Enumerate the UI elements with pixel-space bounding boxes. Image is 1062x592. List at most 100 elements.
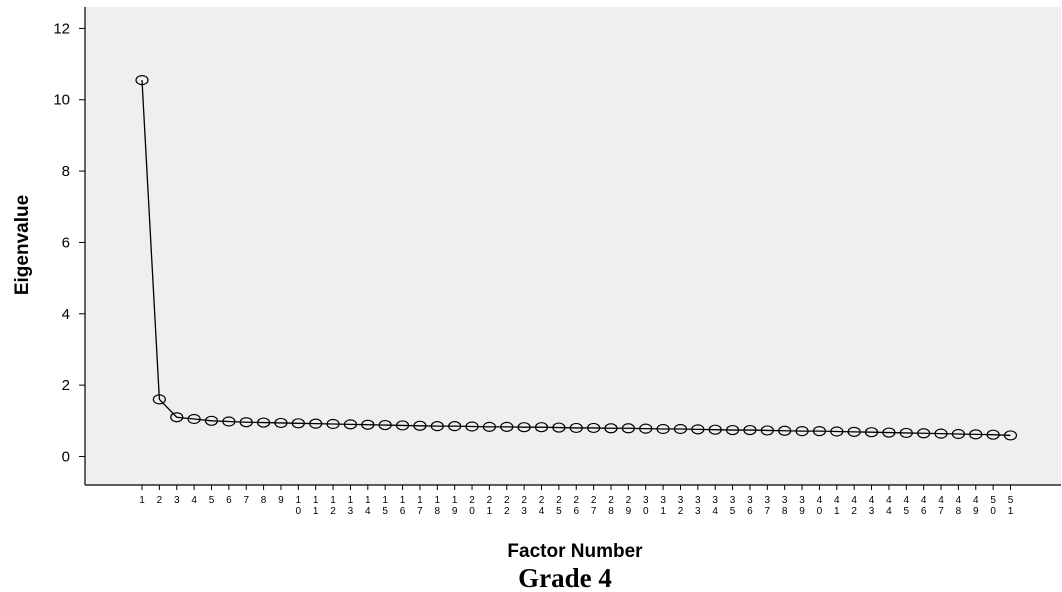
data-point <box>135 75 149 86</box>
data-point <box>691 424 705 435</box>
y-tick-label: 8 <box>62 163 70 180</box>
data-point <box>604 423 618 434</box>
data-point <box>500 421 514 432</box>
data-point <box>413 420 427 431</box>
data-point <box>743 424 757 436</box>
data-point <box>795 426 809 437</box>
data-point <box>934 428 948 439</box>
data-point <box>673 423 688 435</box>
data-point <box>1003 430 1018 441</box>
data-point <box>812 426 827 437</box>
plot-area <box>85 7 1061 485</box>
y-tick-label: 12 <box>53 20 70 37</box>
data-point <box>170 412 184 423</box>
data-point <box>899 427 913 439</box>
chart-caption: Grade 4 <box>518 563 612 592</box>
y-tick-label: 2 <box>62 377 70 394</box>
data-point <box>309 418 323 429</box>
data-point <box>378 419 392 431</box>
data-point <box>587 422 601 434</box>
data-point <box>430 421 444 432</box>
data-point <box>864 427 879 438</box>
data-point <box>517 422 531 433</box>
y-axis-ticks: 0 2 4 6 8 10 12 <box>53 20 85 465</box>
data-point <box>482 421 496 432</box>
data-point <box>552 422 566 433</box>
data-point <box>361 419 375 430</box>
data-point <box>187 413 201 425</box>
y-tick-label: 4 <box>62 306 70 323</box>
data-point <box>326 418 340 430</box>
data-point <box>448 421 462 432</box>
data-point <box>830 426 844 437</box>
x-axis-title: Factor Number <box>507 541 643 562</box>
data-point <box>569 422 583 434</box>
data-point <box>725 424 740 436</box>
data-point <box>291 418 305 429</box>
data-point <box>395 420 410 431</box>
data-point <box>534 422 549 433</box>
y-axis-title: Eigenvalue <box>12 195 33 295</box>
x-axis-ticks: 1 2 3 4 5 6 7 8 9 1 01 11 21 31 41 51 61 71 81 92 02 12 22 32 42… <box>139 485 1014 517</box>
data-point <box>256 417 271 428</box>
data-point <box>239 417 253 428</box>
data-point <box>708 424 722 435</box>
y-tick-label: 10 <box>53 92 70 109</box>
y-tick-label: 6 <box>62 234 70 251</box>
data-point <box>951 428 965 440</box>
data-point <box>969 429 983 440</box>
data-point <box>760 425 774 436</box>
data-point <box>274 417 288 429</box>
data-point <box>882 427 896 438</box>
data-point <box>639 423 653 434</box>
data-point <box>847 426 861 437</box>
data-point <box>204 415 219 426</box>
x-tick-label: 8 <box>261 495 267 506</box>
data-point <box>656 423 670 435</box>
x-tick-label: 5 <box>209 495 215 506</box>
x-tick-label: 2 <box>157 495 163 506</box>
data-point <box>465 421 479 432</box>
x-tick-label: 1 <box>139 495 145 506</box>
data-point <box>986 429 1000 440</box>
